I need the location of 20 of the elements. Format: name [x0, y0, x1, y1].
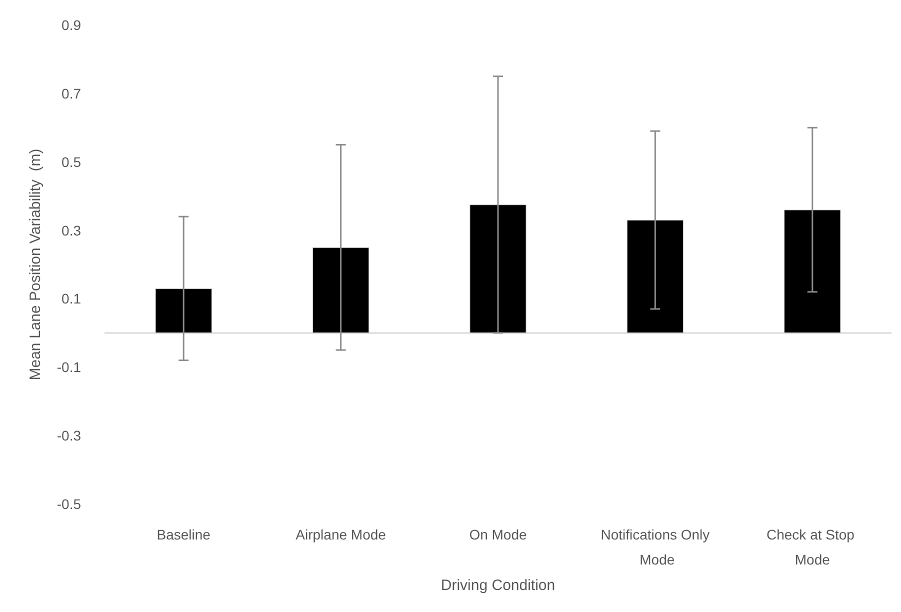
bar — [155, 288, 212, 333]
x-tick-label: On Mode — [469, 526, 528, 542]
y-tick-label: 0.7 — [62, 85, 82, 102]
bar — [626, 220, 684, 333]
x-tick-label: Airplane Mode — [296, 526, 386, 542]
y-axis-title: Mean Lane Position Variability (m) — [27, 148, 44, 380]
y-tick-label: 0.3 — [62, 222, 82, 238]
x-tick-label: Baseline — [156, 526, 211, 542]
x-axis-title: Driving Condition — [440, 577, 556, 594]
bar — [312, 247, 370, 333]
x-tick-label: Check at Stop Mode — [766, 526, 858, 568]
bar — [784, 210, 841, 333]
bar — [470, 204, 526, 333]
y-tick-label: -0.1 — [56, 359, 82, 376]
y-tick-label: 0.1 — [62, 290, 82, 307]
y-tick-label: -0.3 — [56, 428, 82, 444]
x-tick-label: Notifications Only Mode — [600, 526, 710, 568]
y-tick-label: -0.5 — [56, 496, 82, 512]
y-tick-label: 0.9 — [62, 17, 82, 33]
y-tick-label: 0.5 — [62, 154, 82, 170]
